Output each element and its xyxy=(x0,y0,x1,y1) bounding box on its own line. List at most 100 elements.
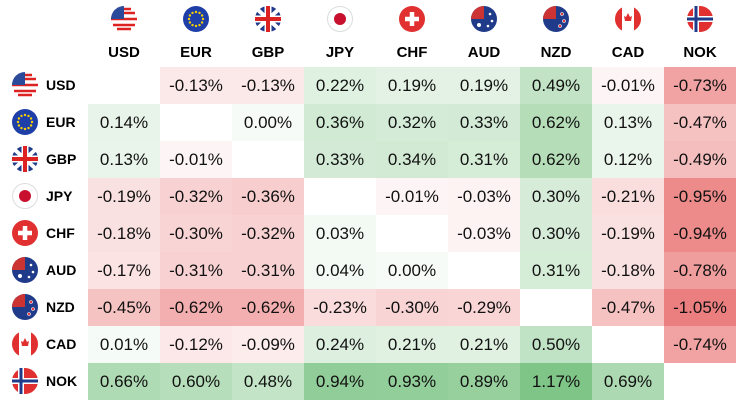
heat-cell xyxy=(232,141,304,178)
heat-cell: -0.23% xyxy=(304,289,376,326)
column-header: GBP xyxy=(251,44,285,61)
heat-cell: 0.32% xyxy=(376,104,448,141)
heat-cell: 0.30% xyxy=(520,178,592,215)
heat-cell: -0.32% xyxy=(232,215,304,252)
flag-icon xyxy=(12,183,38,209)
heat-cell: -0.95% xyxy=(664,178,736,215)
heat-cell: -0.03% xyxy=(448,215,520,252)
heat-cell: 0.24% xyxy=(304,326,376,363)
heat-cell: -0.13% xyxy=(232,67,304,104)
heat-cell: 0.04% xyxy=(304,252,376,289)
heat-cell: 1.17% xyxy=(520,363,592,400)
column-header: JPY xyxy=(325,44,355,61)
heat-cell: -0.01% xyxy=(592,67,664,104)
heat-cell: -0.31% xyxy=(160,252,232,289)
heat-cell: -0.74% xyxy=(664,326,736,363)
heat-cell: -0.62% xyxy=(232,289,304,326)
heat-cell: -0.12% xyxy=(160,326,232,363)
heat-cell: 0.13% xyxy=(592,104,664,141)
heat-cell: 0.01% xyxy=(88,326,160,363)
row-label: AUD xyxy=(46,262,77,278)
heat-cell: -0.32% xyxy=(160,178,232,215)
heat-cell xyxy=(304,178,376,215)
heat-cell: 0.14% xyxy=(88,104,160,141)
heat-cell xyxy=(664,363,736,400)
heat-cell: 0.33% xyxy=(304,141,376,178)
column-header: CAD xyxy=(611,44,645,61)
heat-cell: 0.60% xyxy=(160,363,232,400)
heat-cell: -0.18% xyxy=(592,252,664,289)
flag-icon xyxy=(687,6,713,32)
flag-icon xyxy=(12,257,38,283)
heat-cell: -0.36% xyxy=(232,178,304,215)
column-header: NOK xyxy=(683,44,717,61)
heat-cell: 0.19% xyxy=(376,67,448,104)
heat-cell: -0.13% xyxy=(160,67,232,104)
heat-cell: 0.00% xyxy=(232,104,304,141)
heat-cell: 0.12% xyxy=(592,141,664,178)
flag-icon xyxy=(111,6,137,32)
heat-cell: 0.21% xyxy=(376,326,448,363)
heat-cell: 0.30% xyxy=(520,215,592,252)
row-label: CAD xyxy=(46,336,77,352)
flag-icon xyxy=(12,368,38,394)
heat-cell: -0.17% xyxy=(88,252,160,289)
heat-cell: -1.05% xyxy=(664,289,736,326)
heat-cell: -0.29% xyxy=(448,289,520,326)
heat-cell: -0.78% xyxy=(664,252,736,289)
heat-cell: 0.34% xyxy=(376,141,448,178)
heat-cell: 0.50% xyxy=(520,326,592,363)
heat-cell: -0.73% xyxy=(664,67,736,104)
heat-cell: 0.66% xyxy=(88,363,160,400)
row-label: JPY xyxy=(46,188,73,204)
heat-cell: 0.31% xyxy=(520,252,592,289)
column-header: USD xyxy=(108,44,140,61)
flag-icon xyxy=(399,6,425,32)
heat-cell: 0.33% xyxy=(448,104,520,141)
column-header: AUD xyxy=(467,44,501,61)
heat-cell xyxy=(88,67,160,104)
heat-cell: 0.69% xyxy=(592,363,664,400)
heat-cell: 0.62% xyxy=(520,104,592,141)
flag-icon xyxy=(12,109,38,135)
flag-icon xyxy=(12,294,38,320)
heat-cell: 0.13% xyxy=(88,141,160,178)
heat-cell xyxy=(448,252,520,289)
heat-cell: -0.19% xyxy=(592,215,664,252)
flag-icon xyxy=(12,72,38,98)
heat-cell: 0.31% xyxy=(448,141,520,178)
heat-cell: -0.62% xyxy=(160,289,232,326)
heat-cell: 0.22% xyxy=(304,67,376,104)
heat-cell xyxy=(520,289,592,326)
heat-cell: 0.89% xyxy=(448,363,520,400)
heat-cell: 0.62% xyxy=(520,141,592,178)
row-label: GBP xyxy=(46,151,77,167)
flag-icon xyxy=(12,220,38,246)
flag-icon xyxy=(615,6,641,32)
heat-cell: -0.47% xyxy=(664,104,736,141)
heat-cell: -0.01% xyxy=(160,141,232,178)
heat-cell: 0.36% xyxy=(304,104,376,141)
heat-cell: -0.47% xyxy=(592,289,664,326)
heat-cell: 0.19% xyxy=(448,67,520,104)
heat-cell: 0.94% xyxy=(304,363,376,400)
flag-icon xyxy=(327,6,353,32)
heat-cell: 0.48% xyxy=(232,363,304,400)
heat-cell: 0.21% xyxy=(448,326,520,363)
heat-cell: -0.49% xyxy=(664,141,736,178)
row-label: EUR xyxy=(46,114,76,130)
heat-cell: -0.01% xyxy=(376,178,448,215)
heat-cell: -0.19% xyxy=(88,178,160,215)
heat-cell: -0.03% xyxy=(448,178,520,215)
flag-icon xyxy=(12,331,38,357)
heat-cell: -0.31% xyxy=(232,252,304,289)
heat-cell: 0.03% xyxy=(304,215,376,252)
heat-cell: -0.18% xyxy=(88,215,160,252)
flag-icon xyxy=(183,6,209,32)
column-header: EUR xyxy=(180,44,212,61)
heat-cell: 0.93% xyxy=(376,363,448,400)
column-header: NZD xyxy=(540,44,572,61)
row-label: NZD xyxy=(46,299,75,315)
flag-icon xyxy=(12,146,38,172)
heat-cell: -0.21% xyxy=(592,178,664,215)
